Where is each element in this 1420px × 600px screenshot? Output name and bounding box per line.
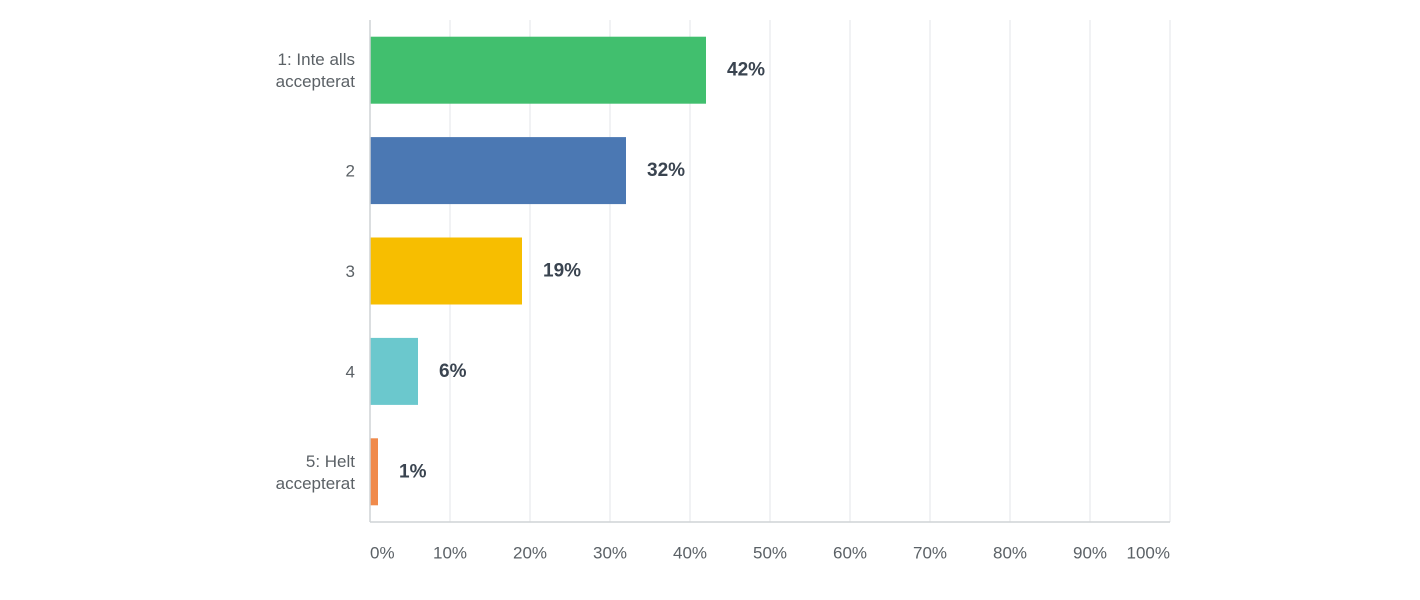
category-label: 2	[346, 161, 355, 180]
category-label: 1: Inte alls accepterat	[276, 50, 356, 91]
x-tick-label: 30%	[593, 544, 627, 563]
x-tick-label: 10%	[433, 544, 467, 563]
category-label: 4	[346, 362, 355, 381]
data-label: 6%	[439, 361, 467, 382]
bar	[370, 137, 626, 205]
x-tick-label: 50%	[753, 544, 787, 563]
bar	[370, 36, 706, 104]
data-label: 32%	[647, 160, 685, 181]
axes	[369, 20, 1170, 523]
bar	[370, 237, 522, 305]
x-tick-label: 100%	[1127, 544, 1170, 563]
x-tick-label: 20%	[513, 544, 547, 563]
bar	[370, 438, 378, 506]
data-label: 1%	[399, 461, 427, 482]
x-tick-label: 60%	[833, 544, 867, 563]
category-label: 5: Helt accepterat	[276, 451, 356, 492]
labels: 42% 1: Inte alls accepterat 32% 2 19% 3 6% 4 1% 5:…	[276, 50, 1170, 563]
x-tick-label: 90%	[1073, 544, 1107, 563]
x-tick-label: 40%	[673, 544, 707, 563]
bars	[370, 36, 706, 506]
data-label: 19%	[543, 261, 581, 282]
x-tick-label: 80%	[993, 544, 1027, 563]
x-tick-label: 0%	[370, 544, 395, 563]
data-label: 42%	[727, 60, 765, 81]
bar	[370, 337, 418, 405]
category-label: 3	[346, 262, 355, 281]
x-tick-label: 70%	[913, 544, 947, 563]
